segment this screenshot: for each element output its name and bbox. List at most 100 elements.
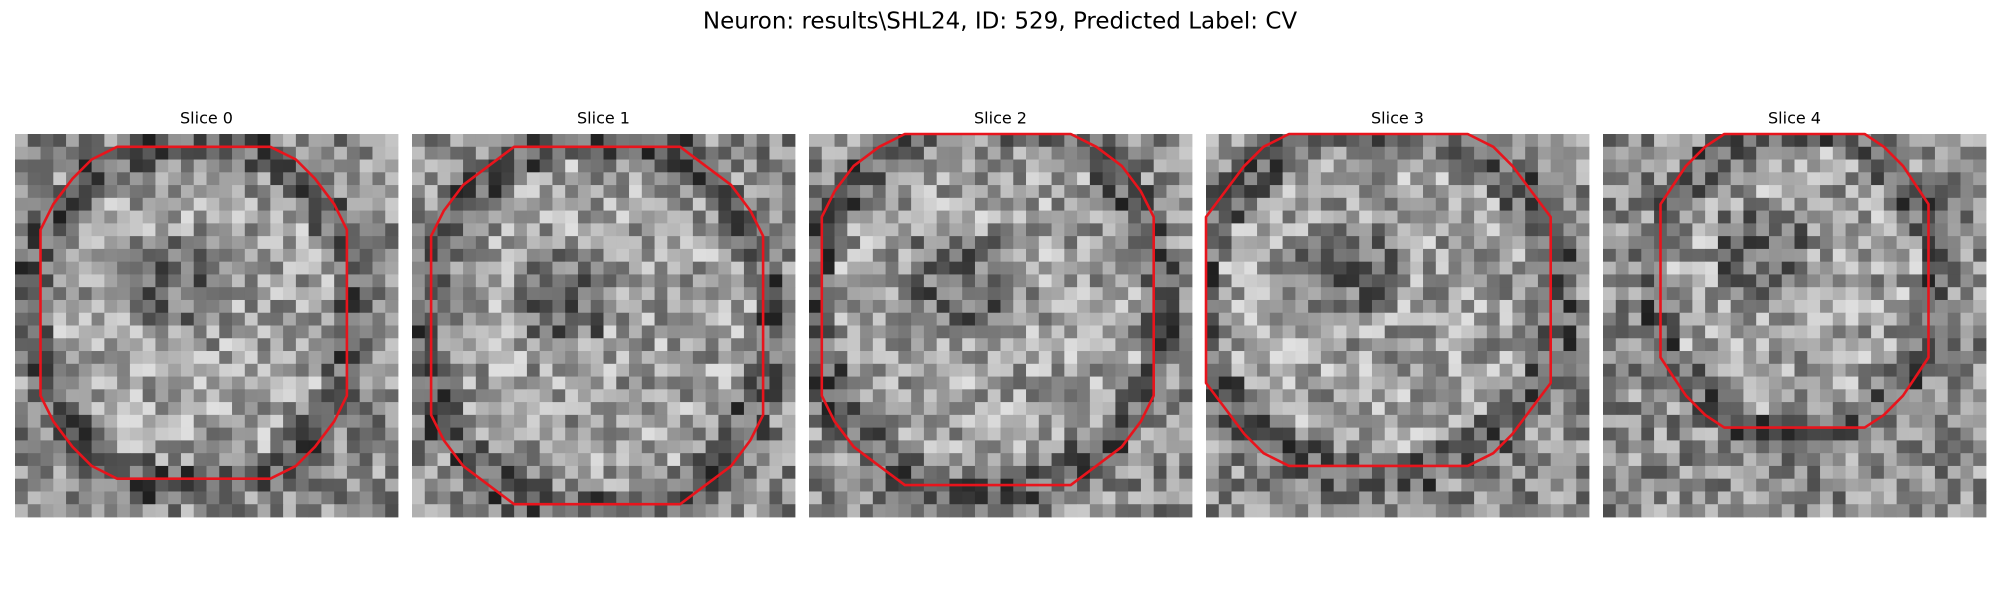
pixel bbox=[450, 274, 464, 288]
pixel bbox=[412, 325, 426, 339]
pixel bbox=[1615, 325, 1629, 339]
pixel bbox=[987, 172, 1001, 186]
pixel bbox=[1320, 299, 1335, 314]
pixel bbox=[1077, 185, 1091, 199]
pixel bbox=[1038, 325, 1052, 339]
pixel bbox=[501, 478, 515, 492]
pixel bbox=[232, 287, 246, 301]
pixel bbox=[463, 351, 477, 365]
pixel bbox=[1218, 414, 1232, 429]
pixel bbox=[1308, 363, 1322, 377]
pixel bbox=[756, 172, 770, 186]
pixel bbox=[962, 274, 976, 288]
pixel bbox=[1486, 185, 1501, 199]
pixel bbox=[1743, 312, 1757, 326]
pixel bbox=[1102, 491, 1116, 505]
pixel bbox=[987, 504, 1001, 518]
pixel bbox=[1384, 248, 1398, 263]
pixel bbox=[1026, 287, 1040, 301]
pixel bbox=[1563, 440, 1577, 454]
pixel bbox=[860, 376, 874, 390]
pixel bbox=[1153, 146, 1167, 160]
pixel bbox=[501, 134, 515, 148]
pixel bbox=[1858, 261, 1872, 275]
pixel bbox=[346, 325, 361, 339]
pixel bbox=[1934, 440, 1949, 454]
pixel bbox=[1051, 312, 1065, 326]
pixel bbox=[590, 172, 604, 186]
pixel bbox=[1013, 134, 1027, 148]
pixel bbox=[1603, 414, 1617, 429]
pixel bbox=[809, 159, 823, 173]
pixel bbox=[821, 351, 835, 365]
panel-title: Slice 4 bbox=[1768, 109, 1821, 128]
pixel bbox=[463, 312, 477, 326]
pixel bbox=[180, 504, 195, 518]
pixel bbox=[1102, 453, 1116, 467]
pixel bbox=[1499, 414, 1513, 429]
pixel bbox=[1486, 210, 1501, 224]
pixel bbox=[654, 274, 668, 288]
pixel bbox=[526, 478, 541, 492]
pixel bbox=[1257, 389, 1271, 403]
pixel bbox=[526, 287, 541, 301]
pixel bbox=[1206, 287, 1220, 301]
pixel bbox=[1883, 287, 1898, 301]
pixel bbox=[1628, 274, 1642, 288]
pixel bbox=[1013, 402, 1027, 416]
pixel bbox=[359, 312, 373, 326]
pixel bbox=[1359, 402, 1373, 416]
pixel bbox=[1603, 465, 1617, 480]
pixel bbox=[514, 236, 528, 250]
pixel bbox=[923, 491, 938, 505]
pixel bbox=[180, 363, 195, 377]
pixel bbox=[437, 453, 451, 467]
pixel bbox=[590, 465, 604, 480]
pixel bbox=[1244, 223, 1258, 237]
pixel bbox=[1295, 504, 1309, 518]
pixel bbox=[1550, 376, 1564, 390]
pixel bbox=[1308, 478, 1322, 492]
pixel bbox=[180, 325, 195, 339]
pixel bbox=[1231, 248, 1245, 263]
pixel bbox=[1781, 274, 1795, 288]
pixel bbox=[1973, 146, 1987, 160]
pixel bbox=[539, 427, 553, 441]
pixel bbox=[577, 197, 592, 211]
pixel bbox=[372, 389, 386, 403]
pixel bbox=[654, 172, 668, 186]
pixel bbox=[1166, 159, 1180, 173]
pixel bbox=[860, 478, 874, 492]
pixel bbox=[654, 134, 668, 148]
pixel bbox=[1244, 236, 1258, 250]
pixel bbox=[1102, 159, 1116, 173]
pixel bbox=[1692, 376, 1706, 390]
pixel bbox=[718, 402, 732, 416]
pixel bbox=[308, 134, 322, 148]
pixel bbox=[1820, 402, 1834, 416]
pixel bbox=[1756, 427, 1770, 441]
pixel bbox=[1871, 376, 1885, 390]
pixel bbox=[1013, 504, 1027, 518]
pixel bbox=[53, 491, 67, 505]
pixel bbox=[936, 248, 950, 263]
pixel bbox=[1064, 274, 1078, 288]
pixel bbox=[987, 440, 1001, 454]
pixel bbox=[1115, 325, 1129, 339]
pixel bbox=[705, 185, 719, 199]
pixel bbox=[539, 236, 553, 250]
pixel bbox=[923, 402, 938, 416]
pixel bbox=[834, 453, 848, 467]
pixel bbox=[743, 478, 758, 492]
pixel bbox=[1628, 427, 1642, 441]
pixel bbox=[1474, 478, 1488, 492]
pixel bbox=[155, 223, 169, 237]
pixel bbox=[1128, 325, 1142, 339]
pixel bbox=[155, 376, 169, 390]
pixel bbox=[1051, 172, 1065, 186]
pixel bbox=[847, 338, 861, 352]
pixel bbox=[1666, 134, 1680, 148]
pixel bbox=[821, 134, 835, 148]
pixel bbox=[129, 325, 144, 339]
pixel bbox=[1026, 274, 1040, 288]
